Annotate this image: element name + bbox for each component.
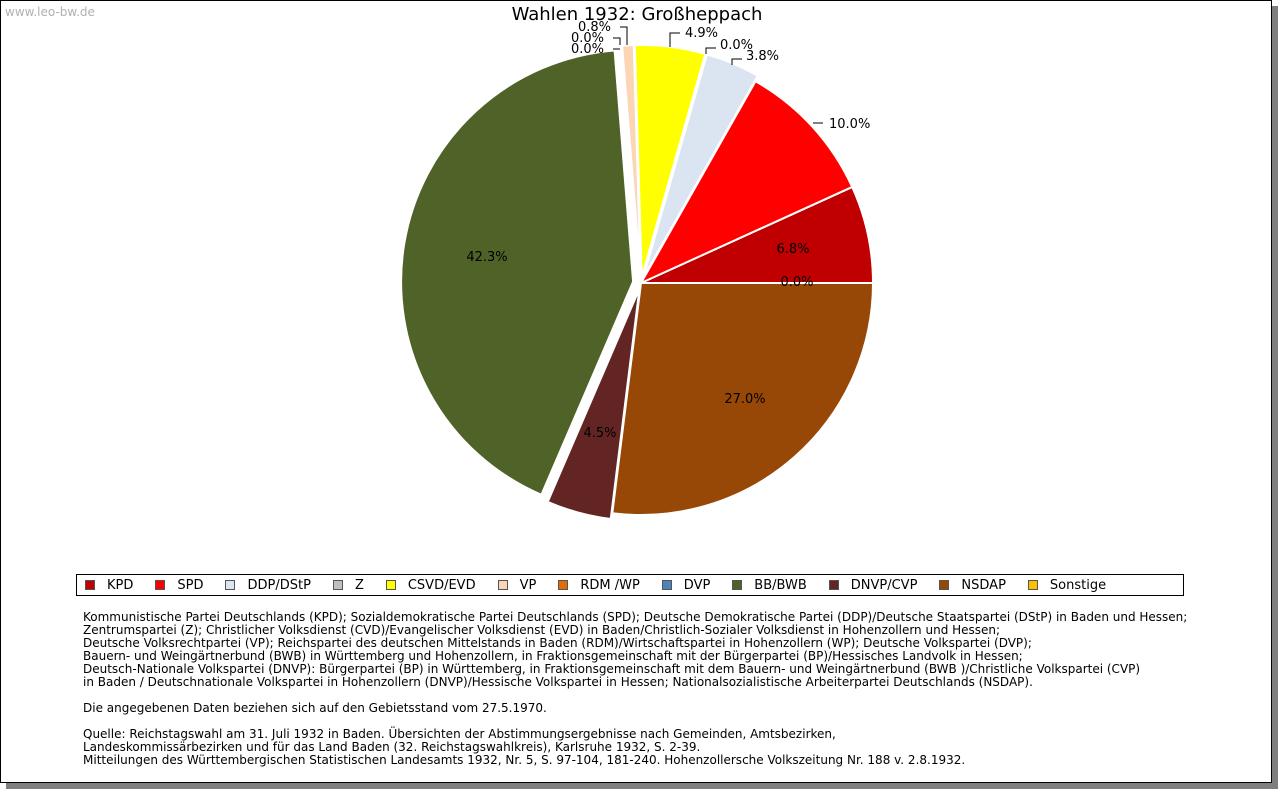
legend-item-nsdap: NSDAP xyxy=(939,578,1006,593)
notes-line: Zentrumspartei (Z); Christlicher Volksdi… xyxy=(83,623,1001,637)
slice-label-csvd-evd: 4.9% xyxy=(685,26,718,41)
legend-swatch xyxy=(828,580,839,590)
legend-item-vp: VP xyxy=(497,577,537,593)
slice-label-rdm-wp: 0.0% xyxy=(571,31,604,46)
legend-label: NSDAP xyxy=(961,577,1006,593)
slice-label-bb-bwb: 42.3% xyxy=(466,250,507,265)
label-leader-line xyxy=(669,32,680,47)
legend-label: RDM /WP xyxy=(580,577,640,593)
pie-slice-bb-bwb xyxy=(400,49,635,497)
slice-label-dvp: 0.0% xyxy=(571,42,604,57)
legend-label: DNVP/CVP xyxy=(850,577,918,593)
pie-slice-dnvp-cvp xyxy=(546,288,641,521)
legend-label: SPD xyxy=(177,577,204,593)
slice-label-dnvp-cvp: 4.5% xyxy=(583,426,616,441)
legend-label: DVP xyxy=(683,577,711,593)
legend-swatch xyxy=(332,580,343,590)
legend-item-bb-bwb: BB/BWB xyxy=(732,577,807,593)
legend-label: KPD xyxy=(107,577,134,593)
notes-line: Deutsche Volksrechtpartei (VP); Reichspa… xyxy=(83,636,1032,650)
legend-label: Z xyxy=(354,577,364,593)
legend-item-sonstige: Sonstige xyxy=(1027,577,1107,593)
pie-slice-nsdap xyxy=(611,282,875,516)
source-line: Landeskommissärbezirken und für das Land… xyxy=(83,740,701,754)
notes-line: Bauern- und Weingärtnerbund (BWB) in Wür… xyxy=(83,649,1023,663)
slice-label-spd: 10.0% xyxy=(829,117,870,132)
legend-swatch xyxy=(225,580,236,590)
legend-swatch xyxy=(155,580,166,590)
notes-line: Kommunistische Partei Deutschlands (KPD)… xyxy=(83,610,1188,624)
legend-label: DDP/DStP xyxy=(247,577,311,593)
legend-swatch xyxy=(385,580,396,590)
slice-label-nsdap: 27.0% xyxy=(724,392,765,407)
legend: KPD SPD DDP/DStP Z CSVD/EVD VP RDM /WP DVP BB/BW… xyxy=(76,574,1184,596)
legend-swatch xyxy=(85,580,95,590)
slice-label-ddp-dstp: 3.8% xyxy=(746,49,779,64)
pie-slice-spd xyxy=(638,79,854,286)
legend-item-ddp-dstp: DDP/DStP xyxy=(225,577,311,593)
notes-line: Deutsch-Nationale Volkspartei (DNVP): Bü… xyxy=(83,662,1141,676)
source-line: Quelle: Reichstagswahl am 31. Juli 1932 … xyxy=(83,727,836,741)
label-leader-line xyxy=(613,37,621,45)
legend-swatch xyxy=(732,580,743,590)
slice-label-vp: 0.8% xyxy=(578,20,611,35)
legend-swatch xyxy=(558,580,569,590)
slice-label-z: 0.0% xyxy=(720,38,753,53)
legend-swatch xyxy=(939,580,950,590)
legend-label: BB/BWB xyxy=(754,577,807,593)
legend-label: VP xyxy=(519,577,537,593)
pie-slice-ddp-dstp xyxy=(642,53,760,278)
legend-item-spd: SPD xyxy=(155,578,203,593)
label-leader-line xyxy=(620,26,628,45)
slice-label-kpd: 6.8% xyxy=(776,242,809,257)
notes: Kommunistische Partei Deutschlands (KPD)… xyxy=(83,611,1203,767)
legend-item-csvd-evd: CSVD/EVD xyxy=(385,577,476,593)
legend-label: CSVD/EVD xyxy=(407,577,476,593)
legend-item-dnvp-cvp: DNVP/CVP xyxy=(828,577,918,593)
source-line: Mitteilungen des Württembergischen Stati… xyxy=(83,753,966,767)
notes-line: in Baden / Deutschnationale Volkspartei … xyxy=(83,675,1033,689)
legend-swatch xyxy=(1027,580,1038,590)
legend-item-rdm-wp: RDM /WP xyxy=(558,577,640,593)
legend-item-kpd: KPD xyxy=(85,578,133,593)
chart-title: Wahlen 1932: Großheppach xyxy=(511,4,763,25)
label-leader-line xyxy=(705,47,716,54)
legend-label: Sonstige xyxy=(1049,577,1107,593)
slice-label-sonstige: 0.0% xyxy=(780,275,813,290)
legend-swatch xyxy=(497,580,508,590)
territory-note: Die angegebenen Daten beziehen sich auf … xyxy=(83,701,547,715)
legend-item-z: Z xyxy=(332,577,364,593)
watermark: www.leo-bw.de xyxy=(5,5,95,19)
legend-swatch xyxy=(661,580,672,590)
label-leader-line xyxy=(731,58,742,65)
pie-slice-vp xyxy=(621,44,642,278)
pie-chart: 6.8%10.0%3.8%0.0%4.9%0.8%0.0%0.0%42.3%4.… xyxy=(400,20,875,521)
legend-item-dvp: DVP xyxy=(661,577,711,593)
